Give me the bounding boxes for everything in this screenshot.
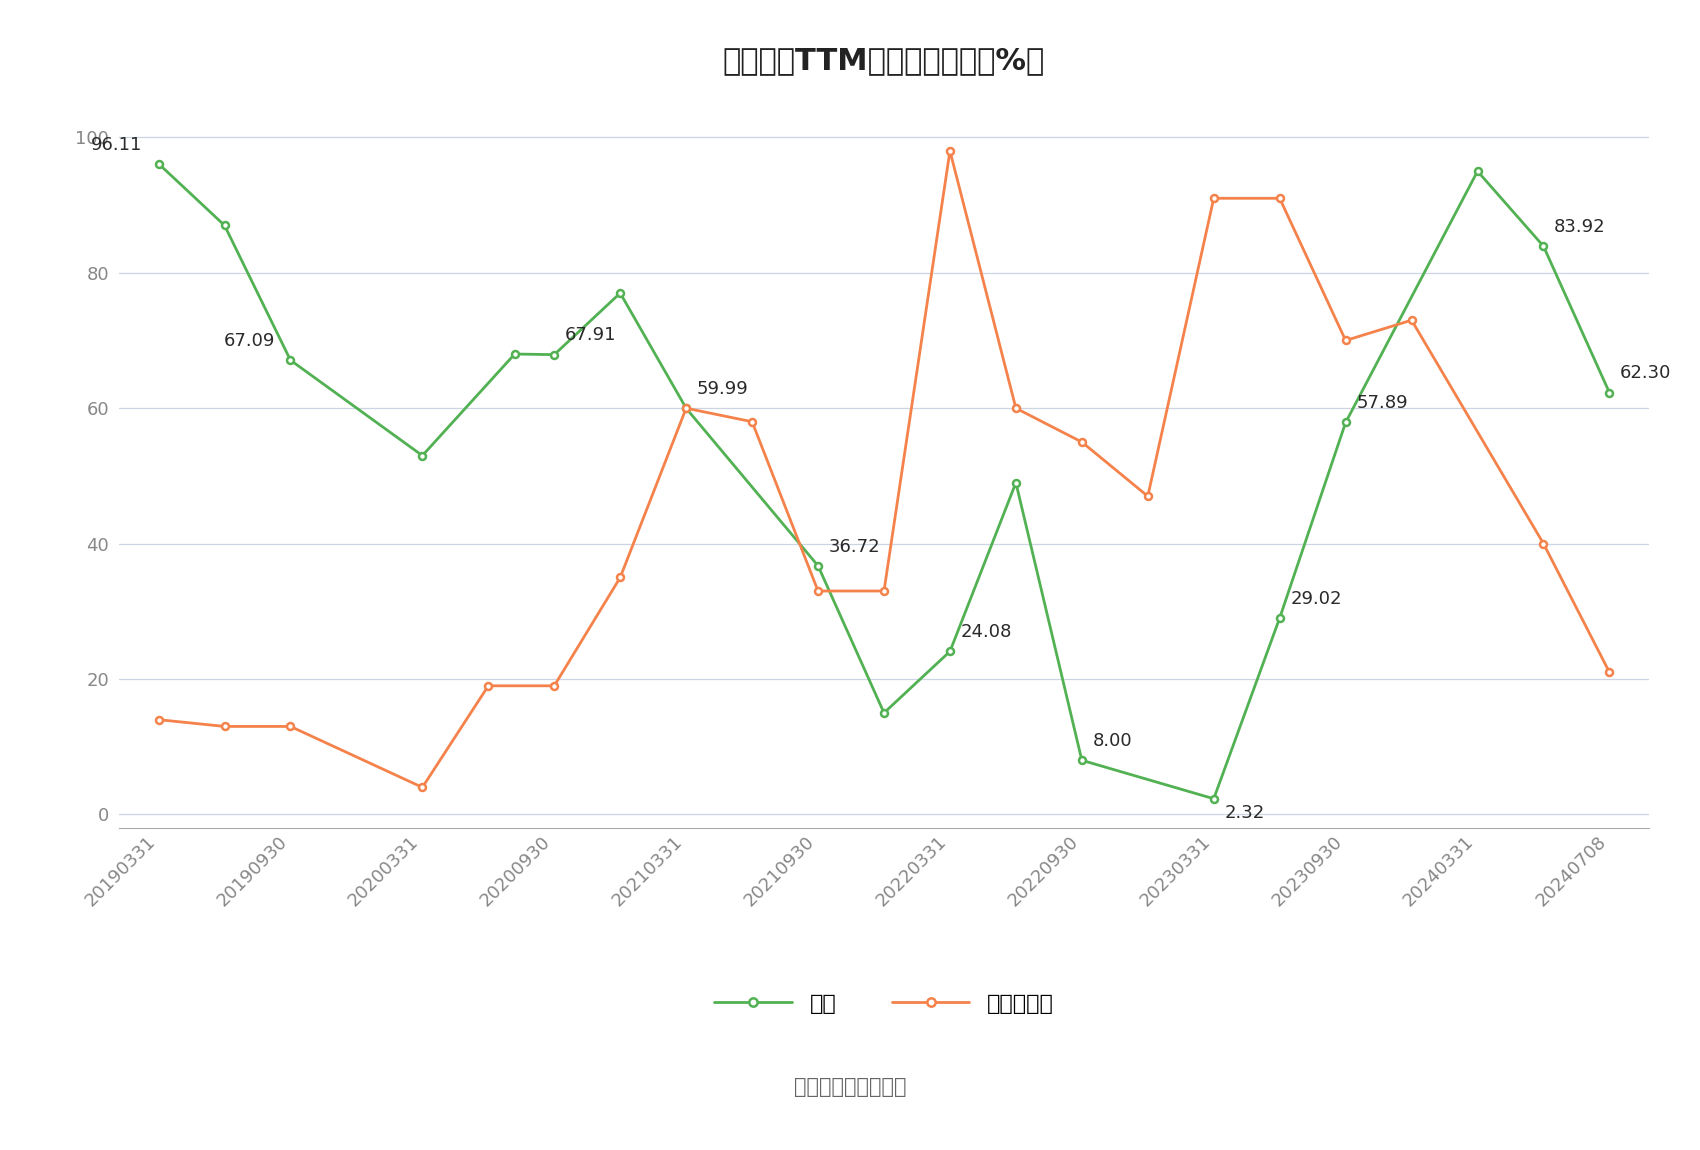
公司 xyxy=(874,706,894,720)
行业中位数 xyxy=(808,584,828,598)
公司 xyxy=(1467,164,1488,178)
公司 xyxy=(1270,611,1290,624)
行业中位数 xyxy=(544,678,564,692)
Text: 8.00: 8.00 xyxy=(1093,733,1132,750)
行业中位数 xyxy=(148,713,168,727)
行业中位数 xyxy=(1137,489,1158,503)
行业中位数 xyxy=(741,415,762,429)
公司 xyxy=(280,353,301,367)
公司 xyxy=(1204,792,1224,806)
公司 xyxy=(411,448,432,462)
Legend: 公司, 行业中位数: 公司, 行业中位数 xyxy=(706,984,1062,1024)
公司 xyxy=(214,218,235,232)
Text: 29.02: 29.02 xyxy=(1290,590,1341,608)
公司 xyxy=(677,401,697,415)
行业中位数 xyxy=(1071,435,1091,448)
行业中位数 xyxy=(940,144,960,158)
Text: 36.72: 36.72 xyxy=(828,538,881,555)
公司 xyxy=(1600,385,1620,399)
Line: 公司: 公司 xyxy=(155,160,1613,803)
行业中位数 xyxy=(280,720,301,734)
Text: 59.99: 59.99 xyxy=(697,381,748,398)
Text: 24.08: 24.08 xyxy=(960,623,1011,642)
公司 xyxy=(940,644,960,658)
行业中位数 xyxy=(677,401,697,415)
公司 xyxy=(544,347,564,361)
Text: 2.32: 2.32 xyxy=(1224,805,1265,822)
Text: 57.89: 57.89 xyxy=(1357,394,1408,413)
行业中位数 xyxy=(1270,191,1290,205)
公司 xyxy=(1071,753,1091,767)
Text: 62.30: 62.30 xyxy=(1620,365,1671,383)
Text: 96.11: 96.11 xyxy=(92,136,143,154)
Text: 67.91: 67.91 xyxy=(564,327,617,345)
Text: 数据来源：恒生聚源: 数据来源：恒生聚源 xyxy=(794,1076,906,1097)
行业中位数 xyxy=(1336,334,1357,347)
行业中位数 xyxy=(214,720,235,734)
公司 xyxy=(610,286,631,300)
Text: 83.92: 83.92 xyxy=(1554,218,1606,236)
行业中位数 xyxy=(478,678,498,692)
Title: 市销率（TTM）历史百分位（%）: 市销率（TTM）历史百分位（%） xyxy=(722,46,1046,75)
Text: 67.09: 67.09 xyxy=(223,332,275,350)
公司 xyxy=(1533,239,1554,253)
公司 xyxy=(808,559,828,573)
行业中位数 xyxy=(411,781,432,795)
公司 xyxy=(1336,415,1357,429)
行业中位数 xyxy=(1533,537,1554,551)
行业中位数 xyxy=(610,570,631,584)
行业中位数 xyxy=(874,584,894,598)
公司 xyxy=(505,347,525,361)
行业中位数 xyxy=(1006,401,1027,415)
行业中位数 xyxy=(1401,313,1421,327)
行业中位数 xyxy=(1600,666,1620,680)
公司 xyxy=(1006,476,1027,490)
公司 xyxy=(148,156,168,170)
行业中位数 xyxy=(1204,191,1224,205)
Line: 行业中位数: 行业中位数 xyxy=(155,147,1613,791)
